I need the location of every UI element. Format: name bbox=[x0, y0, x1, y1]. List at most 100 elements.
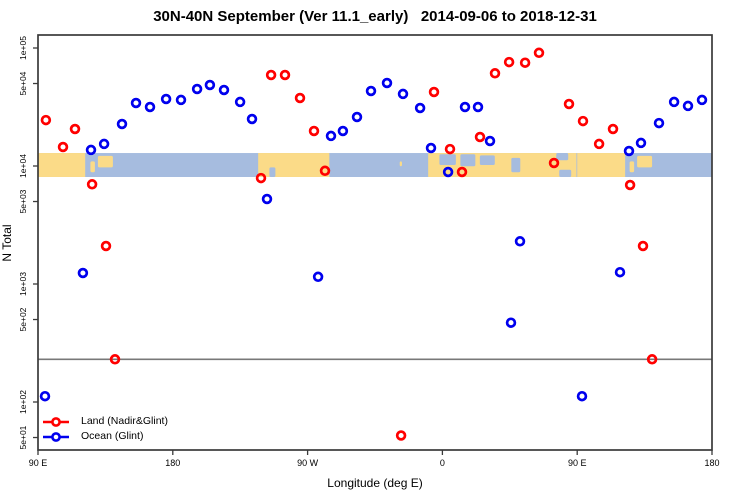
data-point-land bbox=[577, 115, 589, 127]
x-tick-label: 0 bbox=[440, 458, 445, 468]
data-point-ocean bbox=[130, 97, 142, 109]
data-point-land bbox=[294, 92, 306, 104]
data-point-land bbox=[57, 141, 69, 153]
data-point-land bbox=[308, 125, 320, 137]
data-point-land bbox=[86, 179, 98, 190]
legend-symbol-ocean-icon bbox=[43, 431, 69, 442]
y-tick-label: 1e+04 bbox=[18, 154, 28, 178]
data-point-ocean bbox=[218, 84, 230, 96]
map-strip-sea-patch bbox=[479, 155, 495, 166]
data-point-ocean bbox=[576, 390, 588, 402]
data-point-land bbox=[69, 123, 81, 135]
data-point-ocean bbox=[77, 267, 89, 279]
data-point-land bbox=[109, 354, 121, 365]
legend: Land (Nadir&Glint) Ocean (Glint) bbox=[42, 414, 168, 444]
data-point-land bbox=[319, 165, 331, 177]
data-point-ocean bbox=[414, 102, 426, 114]
x-axis-title: Longitude (deg E) bbox=[327, 476, 423, 490]
data-point-ocean bbox=[98, 138, 110, 150]
x-tick-label: 180 bbox=[165, 458, 180, 468]
data-point-land bbox=[279, 69, 291, 81]
data-point-land bbox=[548, 157, 560, 169]
data-point-ocean bbox=[365, 85, 377, 97]
y-tick-label: 1e+02 bbox=[18, 390, 28, 414]
y-tick-label: 5e+02 bbox=[18, 307, 28, 331]
x-tick-label: 90 W bbox=[297, 458, 319, 468]
data-point-land bbox=[395, 430, 407, 441]
legend-item-ocean: Ocean (Glint) bbox=[42, 429, 168, 444]
data-point-ocean bbox=[85, 144, 97, 156]
data-point-ocean bbox=[505, 317, 517, 328]
data-point-ocean bbox=[191, 83, 203, 95]
data-point-land bbox=[533, 47, 545, 59]
data-point-ocean bbox=[397, 88, 409, 100]
y-tick-label: 5e+01 bbox=[18, 425, 28, 449]
data-point-ocean bbox=[246, 113, 258, 125]
data-point-ocean bbox=[39, 390, 51, 402]
map-strip-land bbox=[258, 153, 330, 177]
x-tick-label: 90 E bbox=[29, 458, 48, 468]
data-point-land bbox=[265, 69, 277, 81]
data-point-land bbox=[428, 86, 440, 98]
map-strip-sea-patch bbox=[460, 154, 476, 167]
data-point-land bbox=[474, 131, 486, 143]
x-tick-label: 180 bbox=[704, 458, 719, 468]
data-point-ocean bbox=[696, 94, 708, 106]
map-strip-island bbox=[90, 161, 95, 173]
data-point-ocean bbox=[337, 125, 349, 137]
y-tick-label: 5e+04 bbox=[18, 71, 28, 95]
map-strip-island bbox=[637, 155, 653, 168]
data-point-ocean bbox=[472, 101, 484, 113]
legend-item-land: Land (Nadir&Glint) bbox=[42, 414, 168, 429]
map-strip-land bbox=[577, 153, 626, 177]
map-strip-sea-patch bbox=[269, 167, 276, 177]
data-point-land bbox=[607, 123, 619, 135]
map-strip-island bbox=[97, 155, 113, 168]
legend-label-land: Land (Nadir&Glint) bbox=[81, 415, 168, 427]
legend-label-ocean: Ocean (Glint) bbox=[81, 430, 144, 442]
map-strip-sea-patch bbox=[511, 157, 521, 173]
data-point-land bbox=[100, 240, 112, 252]
map-strip-island bbox=[629, 161, 635, 173]
y-axis-title: N Total bbox=[0, 224, 14, 262]
data-point-ocean bbox=[484, 135, 496, 147]
data-point-ocean bbox=[682, 100, 694, 112]
y-tick-label: 1e+05 bbox=[18, 36, 28, 60]
data-point-ocean bbox=[234, 96, 246, 108]
data-point-ocean bbox=[635, 137, 647, 149]
data-point-ocean bbox=[623, 145, 635, 157]
data-point-land bbox=[563, 98, 575, 110]
data-point-land bbox=[646, 354, 658, 365]
data-point-ocean bbox=[351, 111, 363, 123]
data-point-ocean bbox=[175, 94, 187, 106]
chart-title: 30N-40N September (Ver 11.1_early) 2014-… bbox=[153, 8, 597, 25]
data-point-ocean bbox=[116, 118, 128, 130]
map-strip-island bbox=[399, 161, 402, 167]
data-point-land bbox=[624, 179, 636, 191]
data-point-ocean bbox=[425, 142, 437, 154]
data-point-ocean bbox=[204, 79, 216, 91]
data-point-ocean bbox=[325, 130, 337, 142]
data-point-land bbox=[503, 56, 515, 68]
data-point-ocean bbox=[160, 93, 172, 105]
data-point-land bbox=[456, 166, 468, 178]
y-tick-label: 1e+03 bbox=[18, 272, 28, 296]
x-tick-label: 90 E bbox=[568, 458, 587, 468]
data-point-ocean bbox=[459, 101, 471, 113]
y-tick-label: 5e+03 bbox=[18, 189, 28, 213]
data-point-land bbox=[444, 143, 456, 155]
map-strip-land bbox=[38, 153, 86, 177]
data-point-ocean bbox=[514, 236, 526, 247]
data-point-land bbox=[519, 57, 531, 68]
data-point-land bbox=[489, 68, 501, 79]
plot-border bbox=[37, 34, 713, 451]
data-point-ocean bbox=[261, 193, 273, 205]
legend-symbol-land-icon bbox=[43, 416, 69, 427]
data-point-land bbox=[40, 114, 52, 126]
map-strip-sea-patch bbox=[439, 154, 456, 166]
data-point-ocean bbox=[442, 166, 454, 178]
map-strip-sea-patch bbox=[559, 169, 572, 177]
data-point-ocean bbox=[653, 117, 665, 129]
